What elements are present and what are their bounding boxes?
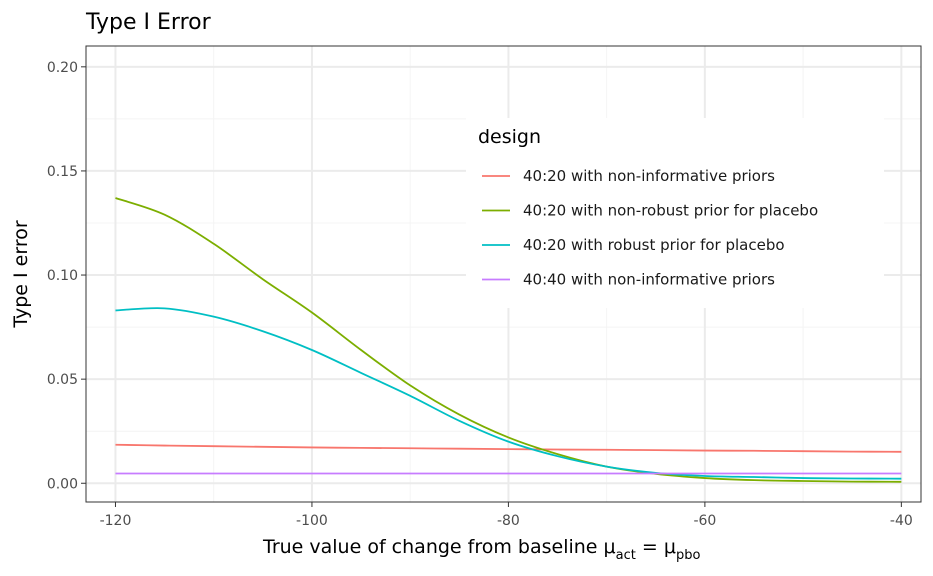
series-line-2	[115, 197, 902, 483]
panel-border	[85, 45, 922, 503]
x-axis-mu-pbo: μ	[664, 536, 676, 558]
legend-background	[466, 118, 884, 308]
x-axis-equals: =	[642, 536, 658, 558]
x-tick-label: -60	[693, 513, 716, 529]
legend-label-4: 40:40 with non-informative priors	[523, 271, 775, 289]
x-axis-title: True value of change from baseline μact …	[262, 536, 700, 563]
legend-items: 40:20 with non-informative priors 40:20 w…	[482, 167, 818, 289]
legend-title: design	[478, 126, 541, 148]
y-tick-label: 0.20	[47, 60, 78, 76]
x-axis-title-text: True value of change from baseline	[262, 536, 598, 558]
legend: design 40:20 with non-informative priors…	[466, 118, 884, 308]
axes: -120 -100 -80 -60 -40 0.00 0.05 0.10 0.15 0.20	[47, 60, 913, 529]
y-tick-label: 0.10	[47, 268, 78, 284]
y-tick-label: 0.15	[47, 164, 78, 180]
series-lines	[115, 197, 902, 483]
x-tick-label: -100	[296, 513, 328, 529]
chart-title: Type I Error	[85, 10, 212, 35]
x-axis-mu-act: μ	[604, 536, 616, 558]
legend-label-1: 40:20 with non-informative priors	[523, 167, 775, 185]
y-tick-label: 0.05	[47, 372, 78, 388]
y-tick-label: 0.00	[47, 476, 78, 492]
legend-label-3: 40:20 with robust prior for placebo	[523, 236, 785, 254]
x-tick-label: -80	[497, 513, 520, 529]
x-axis-sub-pbo: pbo	[676, 548, 701, 563]
x-tick-label: -120	[100, 513, 132, 529]
legend-label-2: 40:20 with non-robust prior for placebo	[523, 202, 818, 220]
series-line-1	[115, 443, 902, 453]
y-axis-title: Type I error	[10, 220, 32, 329]
series-line-3	[115, 307, 902, 480]
x-axis-sub-act: act	[616, 548, 636, 563]
x-tick-label: -40	[890, 513, 913, 529]
